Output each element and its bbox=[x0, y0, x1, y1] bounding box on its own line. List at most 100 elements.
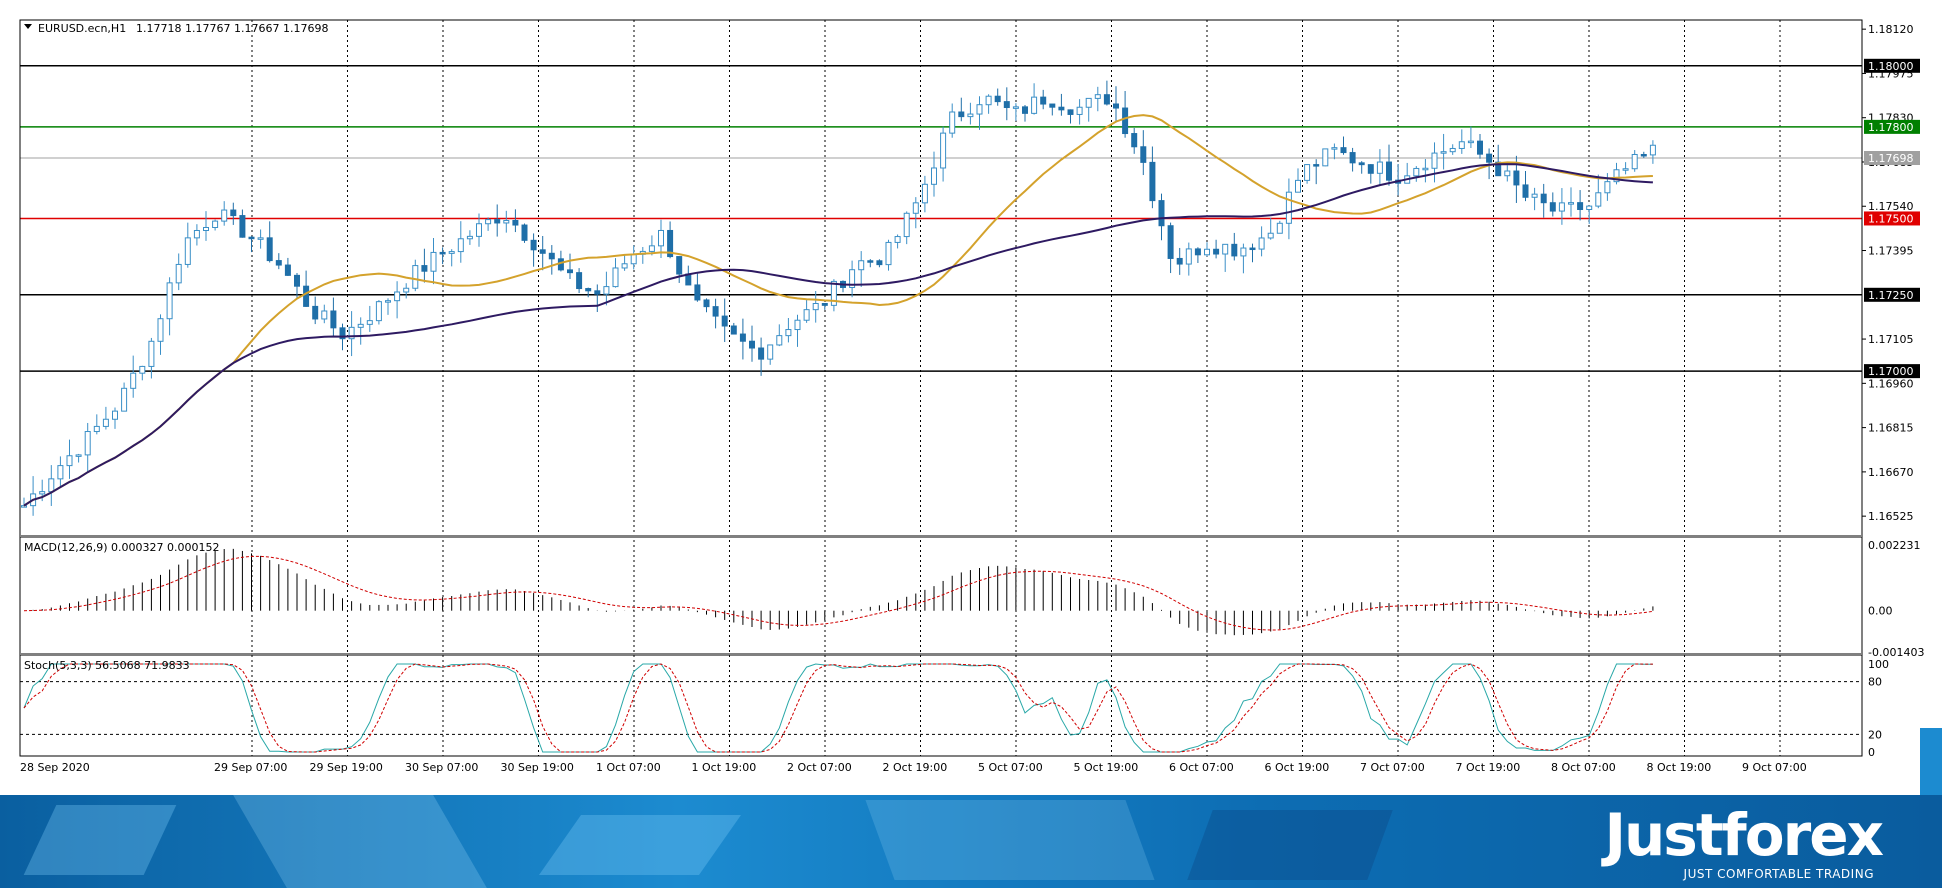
candle-body bbox=[1386, 161, 1392, 181]
banner-shape bbox=[233, 795, 487, 888]
candle-body bbox=[439, 251, 446, 255]
candle-body bbox=[1495, 161, 1502, 177]
level-price-tag bbox=[1864, 287, 1920, 302]
candle-body bbox=[203, 226, 209, 231]
candle-body bbox=[130, 372, 137, 389]
candle-body bbox=[976, 104, 983, 115]
time-tick-label: 7 Oct 07:00 bbox=[1360, 761, 1425, 774]
candle-body bbox=[294, 274, 300, 287]
candle-body bbox=[821, 302, 828, 306]
level-price-label: 1.17698 bbox=[1868, 152, 1914, 165]
price-chart[interactable]: 1.181201.179751.178301.176851.175401.173… bbox=[0, 0, 1942, 795]
level-price-label: 1.17800 bbox=[1868, 121, 1914, 134]
banner-corner bbox=[1920, 728, 1942, 798]
candle-body bbox=[1558, 202, 1565, 212]
candle-body bbox=[739, 333, 746, 342]
level-price-label: 1.17000 bbox=[1868, 365, 1914, 378]
level-price-tag bbox=[1864, 211, 1920, 226]
candle-body bbox=[1213, 248, 1220, 255]
candle-body bbox=[1012, 106, 1019, 109]
candle-body bbox=[1376, 161, 1383, 174]
candle-body bbox=[1504, 170, 1511, 177]
candle-body bbox=[230, 209, 237, 217]
candle-body bbox=[703, 299, 710, 308]
candle-body bbox=[466, 235, 473, 240]
time-tick-label: 6 Oct 07:00 bbox=[1169, 761, 1234, 774]
candle-body bbox=[958, 111, 965, 118]
candle-body bbox=[921, 183, 928, 204]
candle-body bbox=[1331, 147, 1338, 150]
candle-body bbox=[1231, 243, 1238, 257]
candle-body bbox=[1140, 146, 1147, 163]
candle-body bbox=[357, 323, 364, 328]
candle-body bbox=[175, 263, 182, 284]
candle-body bbox=[1649, 144, 1656, 156]
price-tick-label: 1.16815 bbox=[1868, 422, 1914, 435]
candle-body bbox=[1258, 237, 1265, 250]
candle-body bbox=[1131, 133, 1138, 148]
candle-body bbox=[1522, 184, 1529, 198]
candle-body bbox=[1422, 167, 1429, 171]
candle-body bbox=[1549, 202, 1556, 212]
candle-body bbox=[1367, 164, 1374, 174]
candle-body bbox=[212, 220, 219, 228]
symbol-label: EURUSD.ecn,H1 bbox=[38, 22, 126, 35]
stoch-tick-label: 20 bbox=[1868, 728, 1882, 741]
dropdown-triangle-icon[interactable] bbox=[24, 24, 32, 29]
candle-body bbox=[721, 315, 728, 327]
candle-body bbox=[93, 425, 100, 433]
candle-body bbox=[403, 287, 410, 293]
candle-body bbox=[1577, 202, 1584, 210]
candle-body bbox=[1085, 97, 1092, 108]
candle-body bbox=[1631, 153, 1638, 170]
candle-body bbox=[994, 95, 1001, 103]
stoch-label: Stoch(5,3,3) 56.5068 71.9833 bbox=[24, 659, 190, 672]
macd-tick-label: 0.00 bbox=[1868, 605, 1893, 618]
candle-body bbox=[1276, 222, 1283, 234]
candle-body bbox=[139, 365, 146, 374]
candle-body bbox=[339, 327, 346, 340]
candle-body bbox=[858, 260, 865, 271]
price-tick-label: 1.16670 bbox=[1868, 466, 1914, 479]
time-tick-label: 7 Oct 19:00 bbox=[1456, 761, 1521, 774]
macd-signal-line bbox=[23, 555, 1653, 631]
candle-body bbox=[758, 347, 765, 360]
candle-body bbox=[1240, 247, 1247, 257]
candle-body bbox=[448, 251, 455, 254]
time-tick-label: 28 Sep 2020 bbox=[20, 761, 90, 774]
candle-body bbox=[730, 325, 737, 335]
candle-body bbox=[521, 224, 528, 241]
candle-body bbox=[503, 219, 510, 224]
candle-body bbox=[257, 237, 264, 240]
candle-body bbox=[112, 410, 118, 420]
banner-shape bbox=[23, 805, 177, 875]
candle-body bbox=[512, 219, 519, 226]
candle-body bbox=[1313, 164, 1320, 167]
footer-banner: Justforex JUST COMFORTABLE TRADING bbox=[0, 795, 1942, 888]
time-axis: 28 Sep 2020 29 Sep 07:00 29 Sep 19:00 30 Se… bbox=[20, 761, 1807, 774]
candle-body bbox=[457, 238, 464, 253]
candle-body bbox=[1094, 94, 1101, 99]
price-tick-label: 1.18120 bbox=[1868, 23, 1914, 36]
candle-body bbox=[949, 111, 956, 134]
candle-body bbox=[184, 237, 191, 265]
time-tick-label: 30 Sep 19:00 bbox=[501, 761, 574, 774]
time-tick-label: 2 Oct 07:00 bbox=[787, 761, 852, 774]
moving-averages bbox=[23, 114, 1653, 507]
brand-tagline: JUST COMFORTABLE TRADING bbox=[1683, 867, 1874, 881]
candle-body bbox=[412, 265, 419, 289]
candle-body bbox=[967, 113, 974, 118]
price-tick-label: 1.16525 bbox=[1868, 510, 1914, 523]
candle-body bbox=[1595, 192, 1602, 207]
candle-body bbox=[430, 251, 437, 272]
candle-body bbox=[903, 212, 910, 238]
candle-body bbox=[876, 260, 883, 266]
candle-body bbox=[1413, 167, 1420, 177]
ma-fast-line bbox=[23, 114, 1653, 507]
candle-body bbox=[1449, 147, 1456, 153]
candle-body bbox=[785, 329, 792, 337]
candle-body bbox=[1113, 103, 1119, 109]
level-price-tag bbox=[1864, 58, 1920, 73]
candle-body bbox=[21, 505, 27, 508]
candle-body bbox=[348, 326, 355, 340]
